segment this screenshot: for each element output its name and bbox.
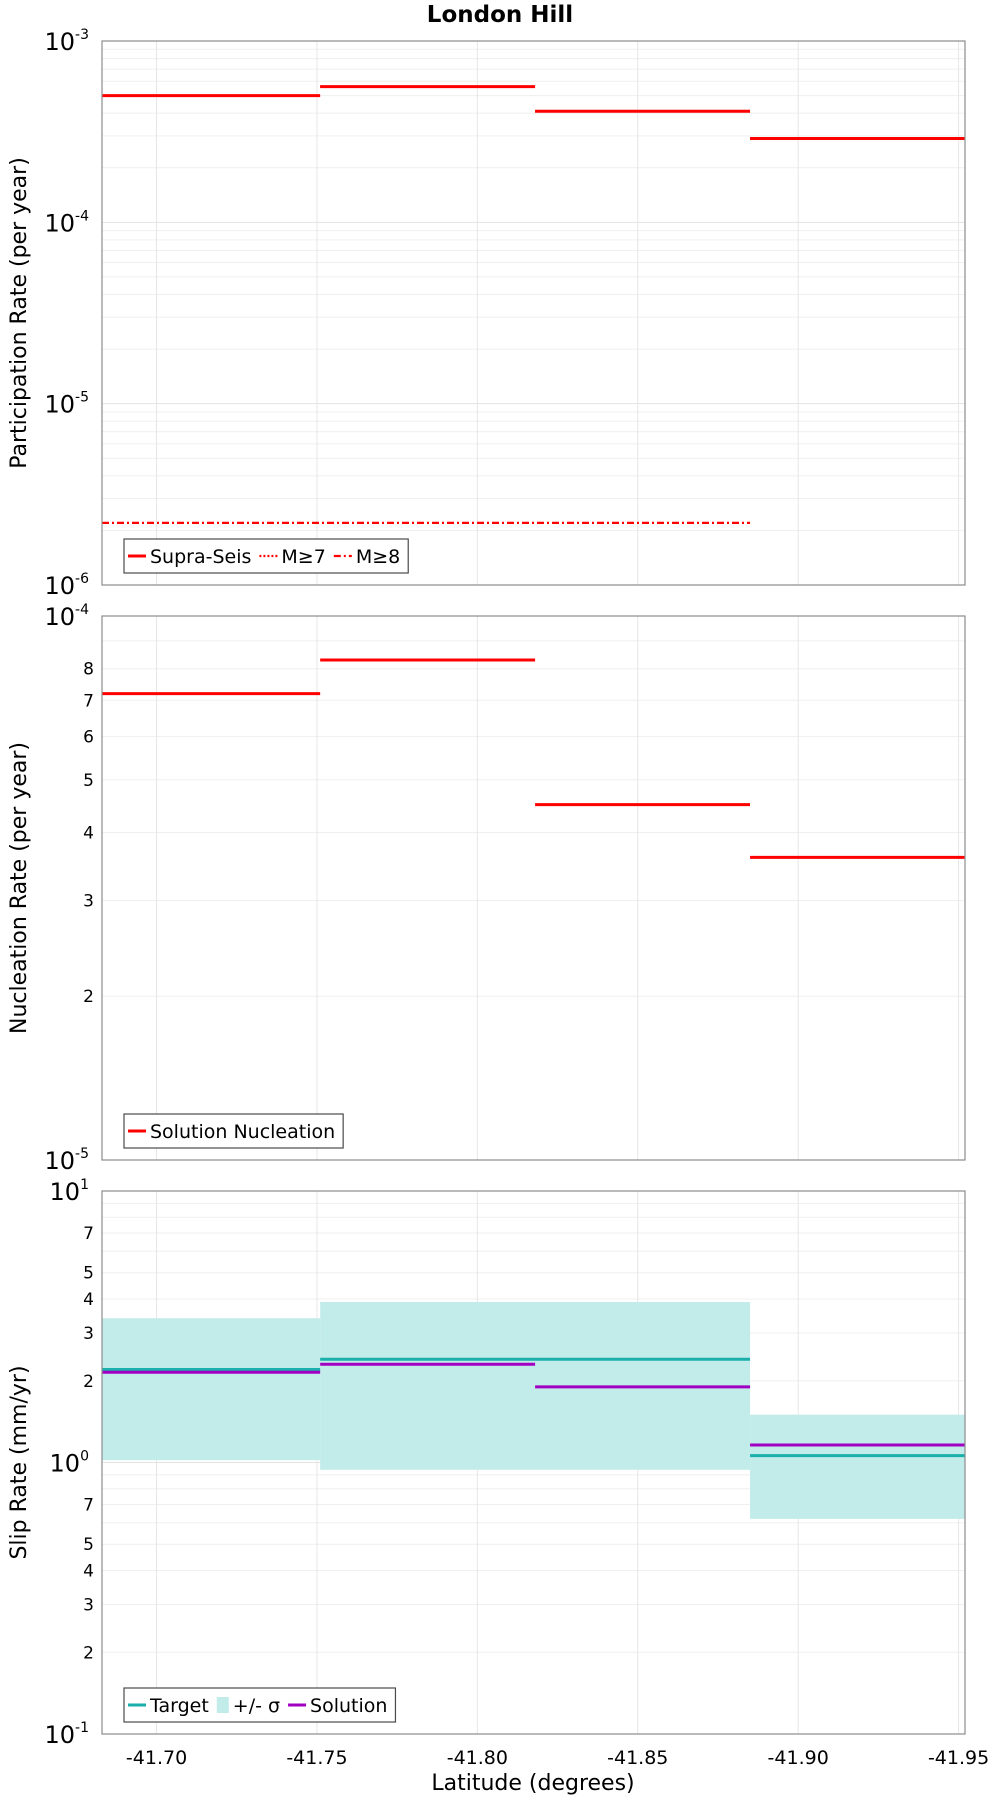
x-tick-label: -41.80 [447,1747,508,1769]
x-tick-label: -41.70 [126,1747,187,1769]
plot-frame [101,1190,966,1735]
x-tick-label: -41.95 [928,1747,989,1769]
y-major-tick-label: 10-5 [44,1146,89,1175]
y-tick-base: 10 [44,1147,75,1175]
y-minor-tick-label: 6 [83,728,94,748]
y-tick-base: 10 [44,572,75,600]
plot-area [102,616,965,1160]
y-major-tick-label: 101 [50,1177,89,1206]
x-tick-label: -41.85 [607,1747,668,1769]
y-major-tick-label: 100 [50,1449,89,1478]
legend-entry-label: M≥8 [356,546,400,568]
legend: Supra-Seis M≥7 M≥8 [123,538,409,574]
x-tick-label: -41.75 [286,1747,347,1769]
y-tick-exponent: -3 [75,27,89,43]
x-tick-label: -41.90 [768,1747,829,1769]
legend-box [123,1113,344,1149]
y-major-tick-label: 10-5 [44,390,89,419]
y-minor-tick-label: 5 [83,1264,94,1284]
legend-box [123,538,409,574]
y-minor-tick-label: 4 [83,823,94,843]
y-tick-base: 10 [44,209,75,237]
y-minor-tick-label: 4 [83,1290,94,1310]
y-major-tick-label: 10-4 [44,208,89,237]
y-minor-tick-label: 3 [83,891,94,911]
y-minor-tick-label: 2 [83,987,94,1007]
y-tick-base: 10 [44,1721,75,1749]
plot-frame [101,615,966,1161]
legend-entry-label: Supra-Seis [150,546,251,568]
band-segment [102,1318,321,1461]
legend: Target +/- σ Solution [123,1687,397,1723]
y-tick-exponent: -5 [75,390,89,406]
y-minor-tick-label: 5 [83,1535,94,1555]
x-axis-label: Latitude (degrees) [431,1771,634,1796]
legend-entry-label: Target [149,1695,209,1717]
y-major-tick-label: 10-6 [44,571,89,600]
legend-entry-label: Solution Nucleation [150,1121,335,1143]
y-major-tick-label: 10-1 [44,1720,89,1749]
y-minor-tick-label: 3 [83,1595,94,1615]
legend-swatch [216,1697,229,1713]
y-minor-tick-label: 5 [83,771,94,791]
plot-frame [101,40,966,586]
legend-entry-label: M≥7 [281,546,325,568]
y-axis-label: Nucleation Rate (per year) [7,742,32,1034]
y-minor-tick-label: 7 [83,1496,94,1516]
y-axis-label: Slip Rate (mm/yr) [7,1365,32,1559]
y-minor-tick-label: 2 [83,1643,94,1663]
y-tick-base: 10 [50,1450,81,1478]
y-tick-base: 10 [44,391,75,419]
y-major-tick-label: 10-4 [44,602,89,631]
y-tick-base: 10 [50,1178,81,1206]
y-minor-tick-label: 7 [83,691,94,711]
y-tick-exponent: -4 [75,602,89,618]
y-minor-tick-label: 2 [83,1372,94,1392]
legend: Solution Nucleation [123,1113,344,1149]
legend-entry-label: Solution [310,1695,387,1717]
y-axis-label: Participation Rate (per year) [7,157,32,469]
y-major-tick-label: 10-3 [44,27,89,56]
legend-box [123,1687,397,1723]
plot-area [102,41,965,585]
y-tick-exponent: -4 [75,208,89,224]
legend-entry-label: +/- σ [233,1695,280,1717]
y-tick-base: 10 [44,28,75,56]
y-minor-tick-label: 7 [83,1224,94,1244]
y-minor-tick-label: 8 [83,660,94,680]
y-tick-exponent: -5 [75,1146,89,1162]
y-tick-exponent: -6 [75,571,89,587]
band-segment [750,1414,965,1519]
chart-title: London Hill [427,2,573,28]
y-tick-exponent: 1 [80,1177,89,1193]
y-tick-base: 10 [44,603,75,631]
y-tick-exponent: -1 [75,1720,89,1736]
y-minor-tick-label: 3 [83,1324,94,1344]
y-minor-tick-label: 4 [83,1562,94,1582]
y-tick-exponent: 0 [80,1449,89,1465]
